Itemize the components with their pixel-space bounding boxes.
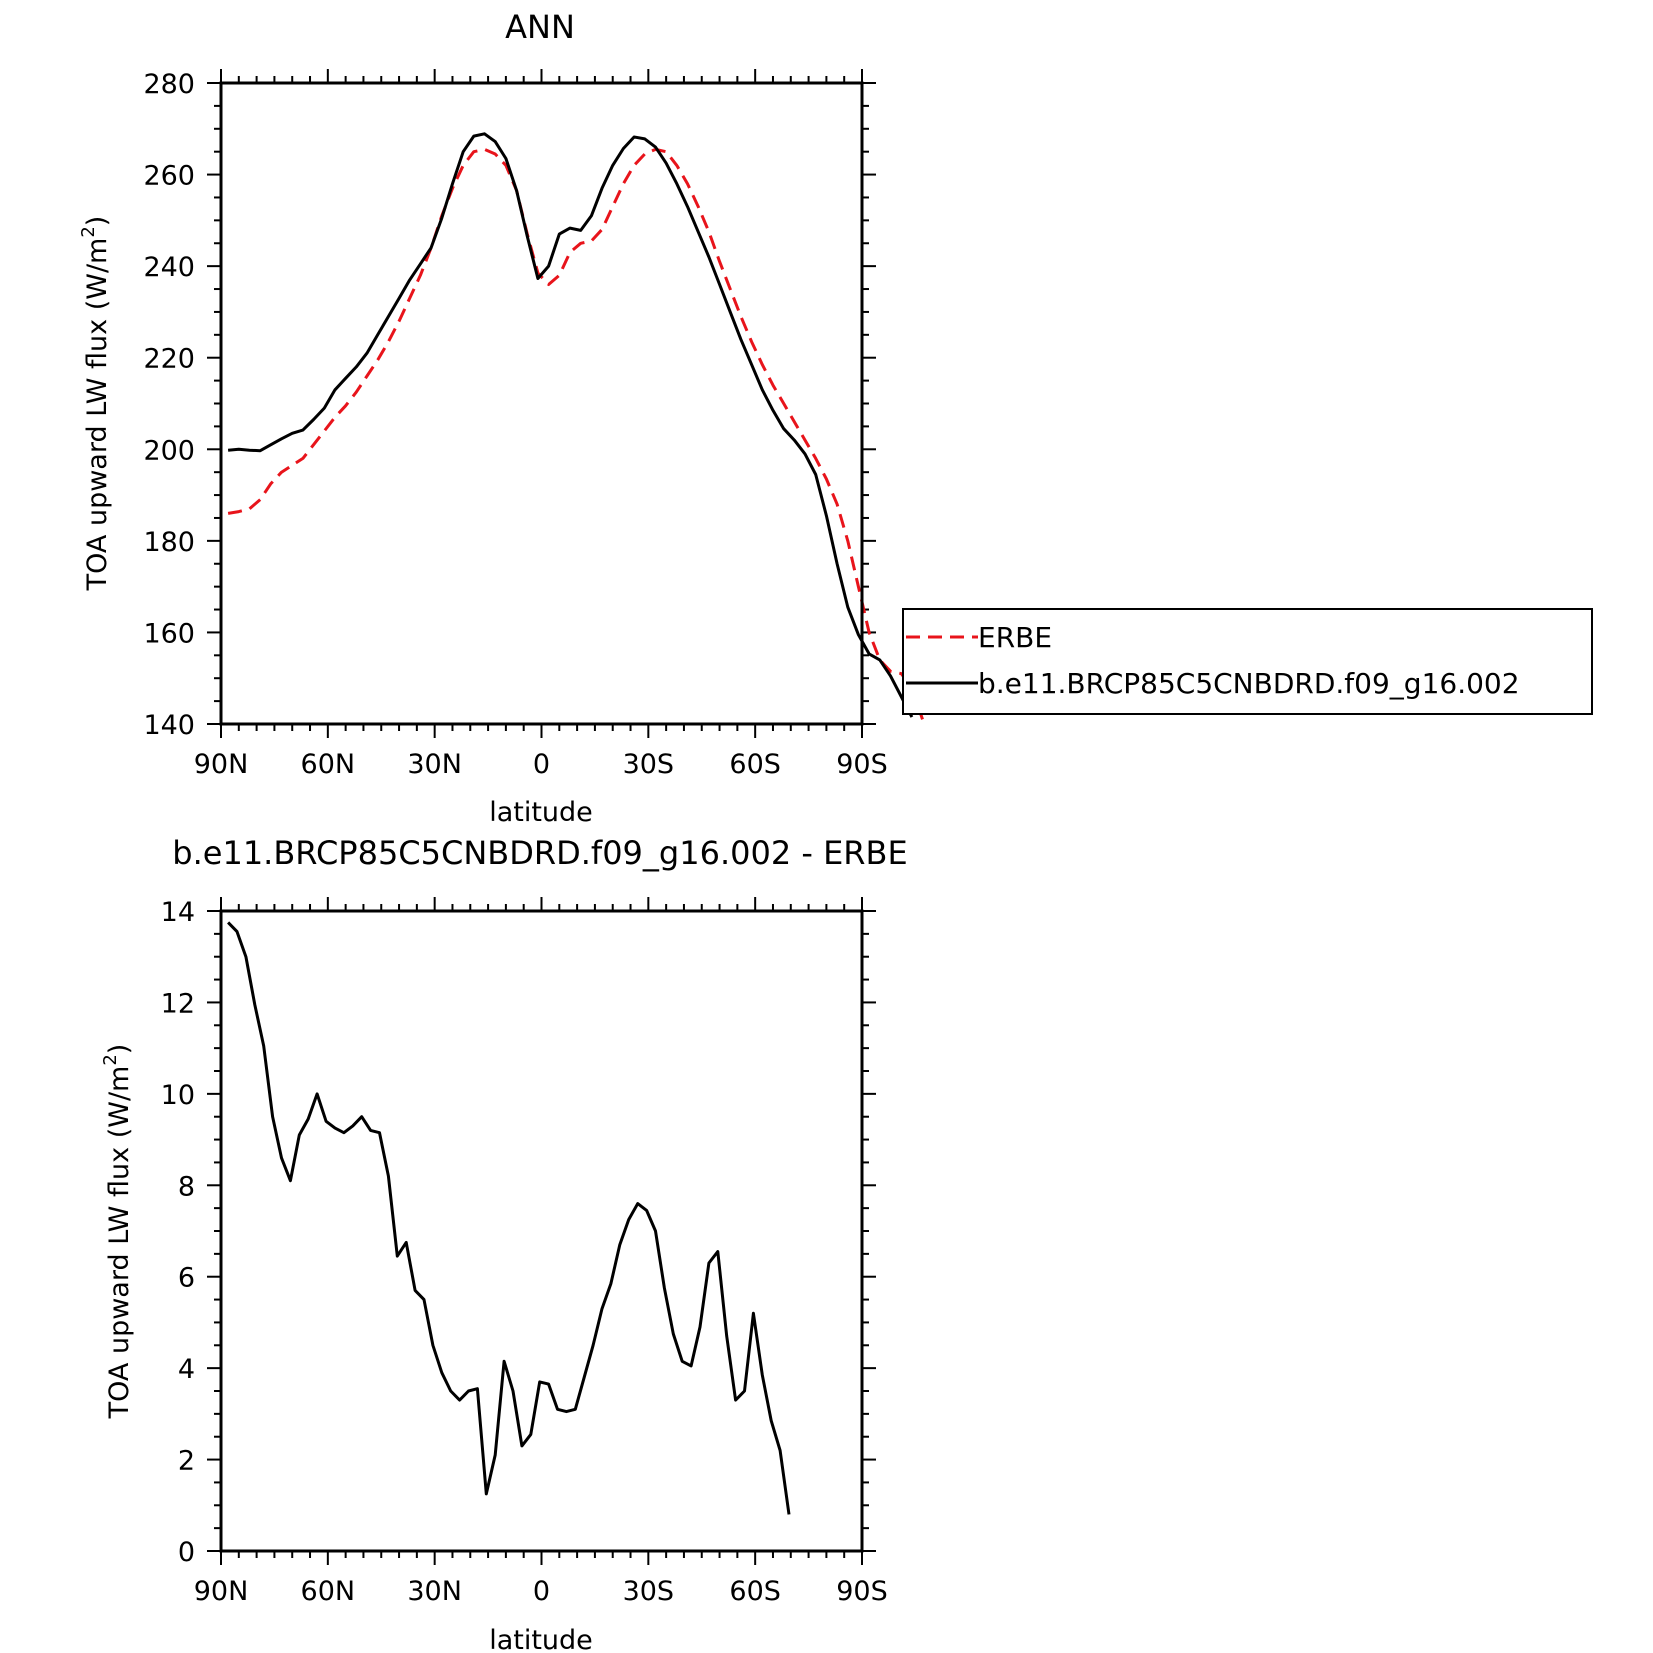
x-tick-label: 0 (533, 749, 550, 780)
y-axis-label-close: ) (104, 1044, 135, 1055)
y-tick-label: 240 (143, 252, 195, 283)
tick-labels: 90N 60N 30N 0 30S 60S 90S 140 160 180 200 220 240 260… (143, 69, 887, 780)
y-tick-label: 8 (178, 1171, 195, 1202)
y-tick-label: 4 (178, 1354, 195, 1385)
y-tick-label: 260 (143, 161, 195, 192)
plot-frame (219, 909, 864, 1553)
legend-box (902, 608, 1593, 715)
x-axis-label: latitude (489, 1625, 593, 1653)
y-axis-label-main: TOA upward LW flux (W/m (82, 238, 113, 592)
plot-frame (219, 81, 864, 726)
x-tick-label: 0 (533, 1576, 550, 1607)
x-tick-label: 30S (623, 1576, 675, 1607)
y-axis-label: TOA upward LW flux (W/m2) (100, 1044, 135, 1420)
x-tick-label: 60N (301, 1576, 356, 1607)
chart-title: b.e11.BRCP85C5CNBDRD.f09_g16.002 - ERBE (172, 834, 907, 872)
y-tick-label: 180 (143, 527, 195, 558)
annual-lw-flux-chart: ANN 90N 60N 30N 0 30S 60S 90S 140 160 180 200 220 24… (78, 8, 1593, 828)
series-lines (227, 132, 924, 720)
x-tick-label: 30N (407, 1576, 462, 1607)
legend-label-model: b.e11.BRCP85C5CNBDRD.f09_g16.002 (978, 667, 1520, 700)
y-tick-label: 200 (143, 435, 195, 466)
y-axis-label-close: ) (82, 216, 113, 227)
x-tick-label: 30N (407, 749, 462, 780)
x-tick-label: 60N (301, 749, 356, 780)
x-tick-label: 60S (729, 1576, 781, 1607)
y-tick-label: 6 (178, 1263, 195, 1294)
tick-labels: 90N 60N 30N 0 30S 60S 90S 0 2 4 6 8 10 12 14 (161, 897, 888, 1607)
difference-chart: b.e11.BRCP85C5CNBDRD.f09_g16.002 - ERBE … (100, 834, 908, 1653)
axis-ticks (207, 897, 876, 1565)
legend-label-erbe: ERBE (978, 621, 1052, 654)
y-axis-label-superscript: 2 (78, 226, 99, 237)
x-tick-label: 90N (194, 1576, 249, 1607)
y-tick-label: 12 (161, 988, 195, 1019)
y-tick-label: 160 (143, 618, 195, 649)
series-line-model (227, 132, 914, 718)
axis-ticks (207, 69, 876, 738)
x-tick-label: 30S (623, 749, 675, 780)
y-tick-label: 0 (178, 1537, 195, 1568)
y-axis-label-superscript: 2 (100, 1054, 121, 1065)
y-tick-label: 2 (178, 1446, 195, 1477)
series-lines (227, 921, 791, 1515)
x-tick-label: 60S (729, 749, 781, 780)
series-line-model (227, 921, 791, 1515)
x-tick-label: 90S (836, 1576, 888, 1607)
x-axis-label: latitude (489, 797, 593, 828)
y-tick-label: 10 (161, 1080, 195, 1111)
y-tick-label: 280 (143, 69, 195, 100)
x-tick-label: 90S (836, 749, 888, 780)
y-tick-label: 220 (143, 344, 195, 375)
x-tick-label: 90N (194, 749, 249, 780)
y-tick-label: 14 (161, 897, 195, 928)
y-axis-label-main: TOA upward LW flux (W/m (104, 1066, 135, 1420)
chart-title: ANN (505, 8, 575, 46)
y-axis-label: TOA upward LW flux (W/m2) (78, 216, 113, 592)
legend: ERBE b.e11.BRCP85C5CNBDRD.f09_g16.002 (902, 608, 1593, 715)
y-tick-label: 140 (143, 710, 195, 741)
series-line-erbe (227, 147, 924, 720)
